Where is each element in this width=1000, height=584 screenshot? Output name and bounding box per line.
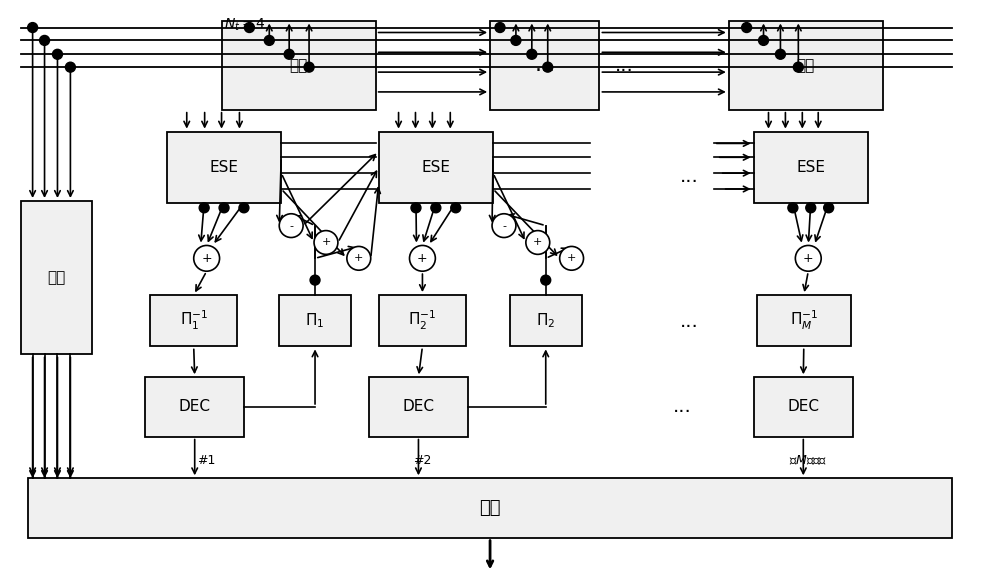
Text: ...: ... <box>680 166 698 186</box>
Circle shape <box>541 275 551 285</box>
Text: $\Pi_M^{-1}$: $\Pi_M^{-1}$ <box>790 309 818 332</box>
Text: -: - <box>289 221 293 231</box>
Bar <box>379 131 493 203</box>
Bar <box>21 201 92 354</box>
Text: DEC: DEC <box>179 399 211 415</box>
Circle shape <box>310 275 320 285</box>
Text: $N_t=4$: $N_t=4$ <box>224 17 265 33</box>
Text: +: + <box>803 252 814 265</box>
Circle shape <box>304 62 314 72</box>
Bar <box>729 20 883 110</box>
Circle shape <box>560 246 584 270</box>
Bar <box>490 20 599 110</box>
Text: #2: #2 <box>413 454 432 467</box>
Circle shape <box>527 49 537 59</box>
Text: 迭代: 迭代 <box>479 499 501 517</box>
Text: +: + <box>321 238 331 248</box>
Circle shape <box>543 62 553 72</box>
Text: ESE: ESE <box>796 159 825 175</box>
Circle shape <box>492 214 516 238</box>
Bar <box>379 295 466 346</box>
Text: +: + <box>567 253 576 263</box>
Circle shape <box>65 62 75 72</box>
Bar <box>145 377 244 437</box>
Circle shape <box>795 245 821 271</box>
Circle shape <box>775 49 785 59</box>
Text: $\Pi_2^{-1}$: $\Pi_2^{-1}$ <box>408 309 437 332</box>
Bar <box>757 295 851 346</box>
Text: +: + <box>533 238 542 248</box>
Bar <box>222 20 376 110</box>
Circle shape <box>793 62 803 72</box>
Circle shape <box>244 23 254 33</box>
Text: $\Pi_2$: $\Pi_2$ <box>536 311 555 330</box>
Text: 第$M$层数据: 第$M$层数据 <box>789 454 827 467</box>
Circle shape <box>194 245 220 271</box>
Circle shape <box>495 23 505 33</box>
Text: +: + <box>201 252 212 265</box>
Bar <box>279 295 351 346</box>
Text: ...: ... <box>680 312 698 331</box>
Circle shape <box>411 203 421 213</box>
Circle shape <box>264 36 274 46</box>
Bar <box>28 478 952 538</box>
Circle shape <box>806 203 816 213</box>
Text: +: + <box>417 252 428 265</box>
Bar <box>150 295 237 346</box>
Text: DEC: DEC <box>787 399 819 415</box>
Text: #1: #1 <box>197 454 216 467</box>
Circle shape <box>284 49 294 59</box>
Circle shape <box>279 214 303 238</box>
Text: ...: ... <box>534 55 555 75</box>
Circle shape <box>347 246 371 270</box>
Bar <box>167 131 281 203</box>
Text: ESE: ESE <box>421 159 450 175</box>
Text: DEC: DEC <box>402 399 434 415</box>
Circle shape <box>742 23 752 33</box>
Text: ...: ... <box>615 55 634 75</box>
Circle shape <box>52 49 62 59</box>
Circle shape <box>759 36 768 46</box>
Text: $\Pi_1^{-1}$: $\Pi_1^{-1}$ <box>180 309 208 332</box>
Circle shape <box>511 36 521 46</box>
Circle shape <box>526 231 550 255</box>
Circle shape <box>40 36 50 46</box>
Text: $\Pi_1$: $\Pi_1$ <box>305 311 325 330</box>
Text: 延时: 延时 <box>47 270 66 285</box>
Circle shape <box>314 231 338 255</box>
Bar <box>754 131 868 203</box>
Circle shape <box>219 203 229 213</box>
Circle shape <box>824 203 834 213</box>
Circle shape <box>410 245 435 271</box>
Circle shape <box>431 203 441 213</box>
Circle shape <box>788 203 798 213</box>
Text: ...: ... <box>673 397 691 416</box>
Circle shape <box>451 203 461 213</box>
Bar <box>510 295 582 346</box>
Bar <box>369 377 468 437</box>
Text: 延时: 延时 <box>290 58 308 72</box>
Text: -: - <box>502 221 506 231</box>
Circle shape <box>199 203 209 213</box>
Text: +: + <box>354 253 363 263</box>
Circle shape <box>239 203 249 213</box>
Text: ESE: ESE <box>210 159 239 175</box>
Bar <box>754 377 853 437</box>
Text: 延时: 延时 <box>797 58 815 72</box>
Circle shape <box>28 23 38 33</box>
